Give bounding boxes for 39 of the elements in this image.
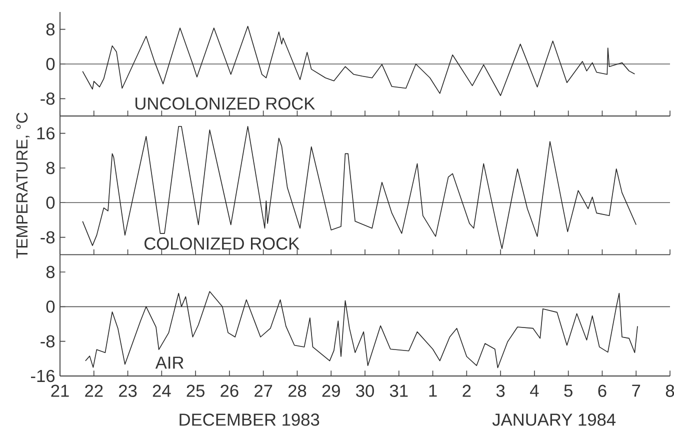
annotation: UNCOLONIZED ROCK — [136, 97, 316, 110]
y-tick-label: 0 — [46, 196, 55, 209]
x-tick-label: 1 — [429, 384, 437, 397]
x-tick-label: 8 — [666, 384, 674, 397]
x-tick-label: 27 — [254, 384, 272, 397]
y-tick-label: 8 — [46, 266, 55, 278]
x-tick-label: 29 — [322, 384, 340, 397]
y-tick-label: 8 — [46, 162, 55, 174]
x-tick-label: 31 — [390, 384, 408, 397]
annotation: AIR — [155, 356, 184, 369]
line-series — [82, 26, 636, 96]
y-tick-label: 8 — [46, 23, 55, 36]
y-tick-label: 0 — [46, 300, 55, 313]
text: JANUARY 1984 — [492, 414, 616, 426]
x-tick-label: 2 — [462, 384, 471, 397]
x-tick-label: 25 — [186, 384, 204, 397]
x-tick-label: 5 — [564, 384, 572, 397]
x-tick-label: 23 — [119, 384, 137, 397]
x-tick-label: 7 — [632, 384, 640, 397]
y-tick-label: -8 — [40, 335, 55, 348]
x-tick-label: 26 — [220, 384, 238, 397]
x-tick-label: 4 — [530, 384, 539, 397]
x-tick-label: 21 — [51, 384, 69, 397]
x-tick-label: 22 — [85, 384, 103, 397]
y-tick-label: -8 — [40, 92, 55, 105]
y-tick-label: -8 — [40, 231, 55, 244]
annotation: COLONIZED ROCK — [144, 237, 300, 250]
text: DECEMBER 1983 — [180, 414, 320, 426]
y-tick-label: -16 — [31, 370, 55, 382]
y-tick-label: 16 — [37, 127, 55, 140]
y-tick-label: 0 — [46, 58, 55, 70]
x-tick-label: 6 — [598, 384, 606, 397]
line-series — [82, 126, 637, 249]
x-tick-label: 24 — [152, 384, 171, 397]
x-tick-label: 28 — [288, 384, 306, 397]
line-series — [85, 291, 638, 368]
y-axis-title: TEMPERATURE, °C — [16, 112, 30, 258]
x-tick-label: 3 — [496, 384, 505, 397]
x-tick-label: 30 — [356, 384, 374, 397]
